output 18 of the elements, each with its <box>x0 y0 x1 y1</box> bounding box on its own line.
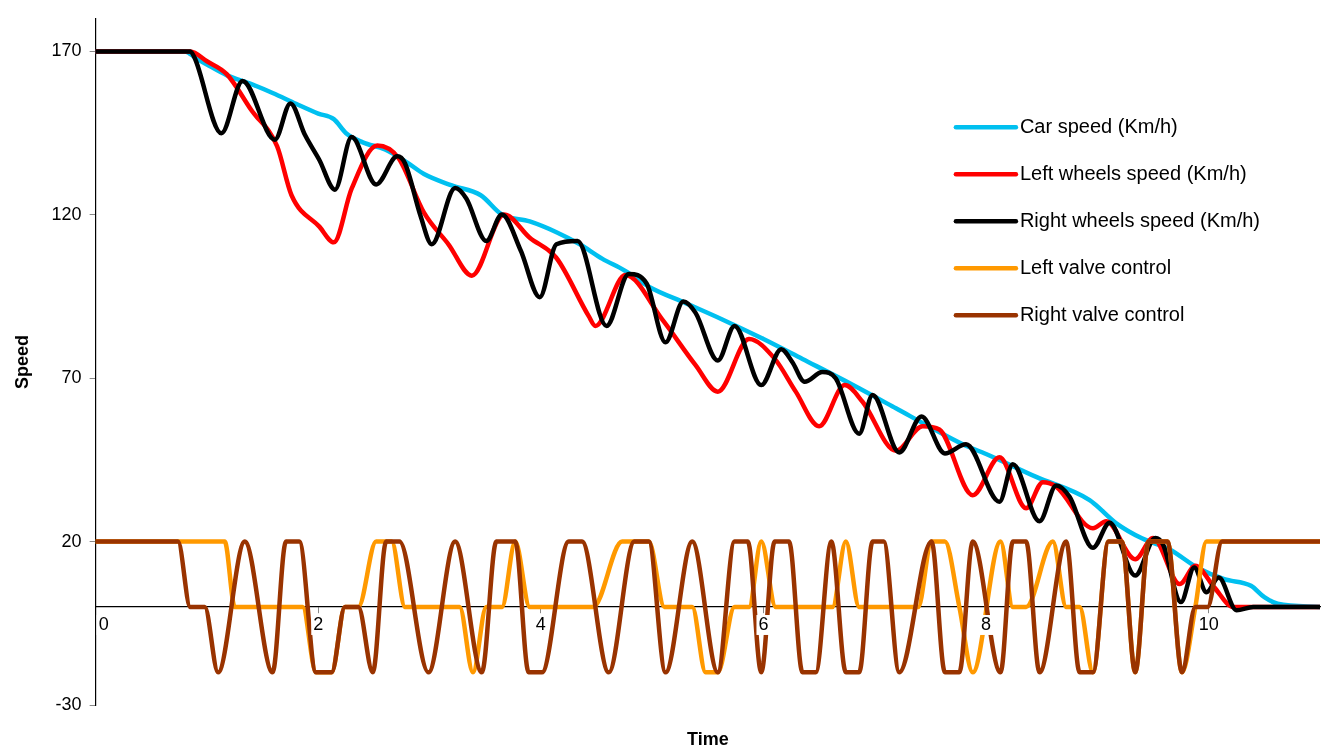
x-tick-label: 2 <box>313 613 324 634</box>
y-tick-label: -30 <box>55 693 82 714</box>
legend-label: Right valve control <box>1019 302 1185 325</box>
legend-label: Right wheels speed (Km/h) <box>1019 208 1260 231</box>
y-tick-label: 70 <box>61 367 82 388</box>
x-axis-title: Time <box>686 728 729 749</box>
x-tick-label: 10 <box>1198 613 1219 634</box>
y-tick-label: 120 <box>51 203 82 224</box>
y-axis-title: Speed <box>11 334 32 389</box>
legend-label: Left wheels speed (Km/h) <box>1019 161 1247 184</box>
x-tick-label: 6 <box>758 613 769 634</box>
x-tick-label: 0 <box>98 613 109 634</box>
y-tick-label: 170 <box>51 40 82 61</box>
legend-label: Left valve control <box>1019 255 1172 278</box>
x-tick-label: 4 <box>535 613 546 634</box>
legend-label: Car speed (Km/h) <box>1019 114 1178 137</box>
x-tick-label: 8 <box>981 613 992 634</box>
y-tick-label: 20 <box>61 530 82 551</box>
